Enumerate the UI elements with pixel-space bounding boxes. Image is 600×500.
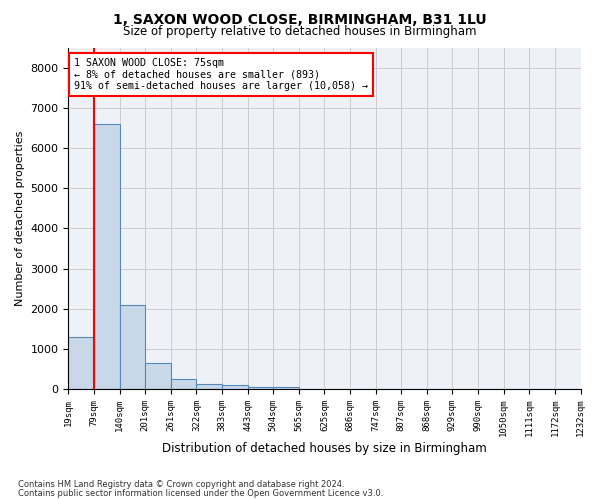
Bar xyxy=(222,385,248,389)
Y-axis label: Number of detached properties: Number of detached properties xyxy=(15,130,25,306)
Text: Contains HM Land Registry data © Crown copyright and database right 2024.: Contains HM Land Registry data © Crown c… xyxy=(18,480,344,489)
Bar xyxy=(119,304,145,389)
Bar xyxy=(273,386,299,389)
Text: 1, SAXON WOOD CLOSE, BIRMINGHAM, B31 1LU: 1, SAXON WOOD CLOSE, BIRMINGHAM, B31 1LU xyxy=(113,12,487,26)
Bar xyxy=(145,363,171,389)
Bar xyxy=(196,384,222,389)
Text: 1 SAXON WOOD CLOSE: 75sqm
← 8% of detached houses are smaller (893)
91% of semi-: 1 SAXON WOOD CLOSE: 75sqm ← 8% of detach… xyxy=(74,58,368,91)
Text: Size of property relative to detached houses in Birmingham: Size of property relative to detached ho… xyxy=(123,25,477,38)
Text: Contains public sector information licensed under the Open Government Licence v3: Contains public sector information licen… xyxy=(18,489,383,498)
Bar xyxy=(68,337,94,389)
Bar xyxy=(94,124,119,389)
Bar xyxy=(248,386,273,389)
Bar xyxy=(171,379,196,389)
X-axis label: Distribution of detached houses by size in Birmingham: Distribution of detached houses by size … xyxy=(162,442,487,455)
